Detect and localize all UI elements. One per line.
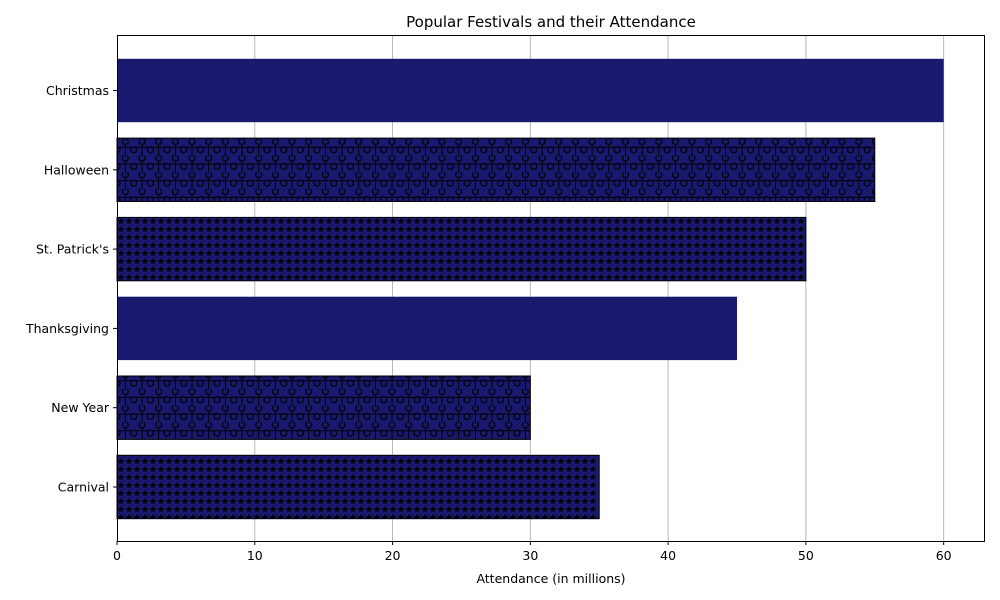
y-tick-label: Christmas <box>46 83 109 98</box>
x-tick-label: 30 <box>522 548 538 563</box>
y-tick-label: Thanksgiving <box>25 321 109 336</box>
x-axis-title: Attendance (in millions) <box>476 571 625 586</box>
x-tick-label: 40 <box>660 548 676 563</box>
x-tick-label: 10 <box>247 548 263 563</box>
bar-carnival <box>116 454 600 520</box>
bar-halloween <box>116 137 876 203</box>
y-tick-label: Halloween <box>44 162 109 177</box>
x-tick-label: 50 <box>798 548 814 563</box>
bar-st-patrick-s <box>116 216 807 282</box>
y-tick-label: New Year <box>51 400 110 415</box>
x-axis-ticks: 0 10 20 30 40 50 60 <box>113 541 952 563</box>
bars <box>116 58 944 520</box>
bar-thanksgiving <box>117 296 737 361</box>
x-tick-label: 60 <box>936 548 952 563</box>
plot-frame <box>117 35 985 542</box>
y-axis-ticks: Christmas Halloween St. Patrick's Thanksgiv… <box>25 83 117 495</box>
bar-new-year <box>116 375 531 440</box>
bar-christmas <box>117 58 944 123</box>
chart-title: Popular Festivals and their Attendance <box>406 13 696 31</box>
x-tick-label: 20 <box>385 548 401 563</box>
y-tick-label: Carnival <box>58 480 109 495</box>
y-tick-label: St. Patrick's <box>36 242 109 257</box>
x-tick-label: 0 <box>113 548 121 563</box>
